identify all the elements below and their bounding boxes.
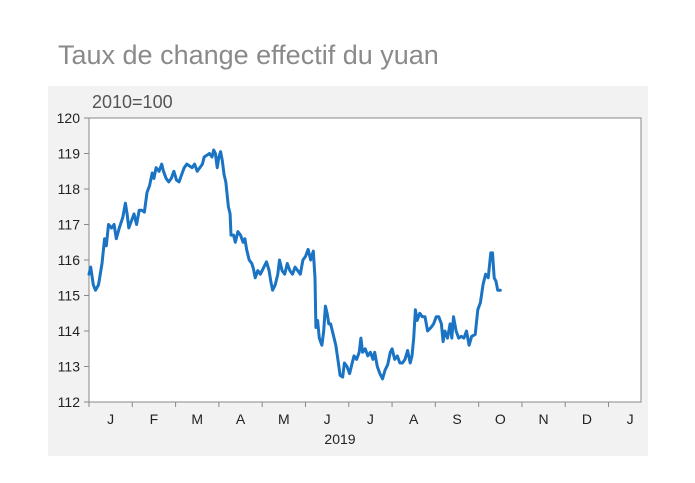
- series-line: [87, 148, 502, 381]
- x-tick-label: F: [150, 411, 159, 427]
- x-tick-label: D: [582, 411, 592, 427]
- y-axis: 112 113 114 115 116 117 118 119 120: [57, 110, 89, 410]
- x-axis-year-label: 2019: [324, 431, 355, 447]
- y-tick-label: 117: [58, 217, 81, 233]
- y-tick-label: 114: [58, 323, 81, 339]
- y-tick-label: 113: [58, 359, 81, 375]
- plot-frame: [88, 117, 642, 403]
- x-tick-label: M: [191, 411, 203, 427]
- chart-plot: 112 113 114 115 116 117 118 119 120 J F M A M J J A S O N D…: [57, 110, 642, 447]
- y-tick-label: 112: [58, 394, 81, 410]
- x-tick-label: M: [278, 411, 290, 427]
- y-tick-label: 120: [57, 110, 81, 126]
- x-tick-label: A: [409, 411, 419, 427]
- chart-panel: 112 113 114 115 116 117 118 119 120 J F M A M J J A S O N D…: [48, 86, 648, 456]
- x-tick-label: J: [627, 411, 634, 427]
- y-tick-label: 115: [58, 288, 81, 304]
- x-tick-label: S: [452, 411, 461, 427]
- x-tick-label: J: [367, 411, 374, 427]
- y-tick-label: 119: [58, 146, 81, 162]
- x-tick-label: A: [236, 411, 246, 427]
- y-tick-label: 118: [58, 181, 81, 197]
- unit-label: 2010=100: [92, 92, 173, 112]
- x-tick-label: O: [495, 411, 506, 427]
- chart-title: Taux de change effectif du yuan: [58, 40, 439, 70]
- x-tick-label: J: [324, 411, 331, 427]
- x-tick-label: N: [539, 411, 549, 427]
- y-tick-label: 116: [58, 252, 81, 268]
- x-tick-label: J: [107, 411, 114, 427]
